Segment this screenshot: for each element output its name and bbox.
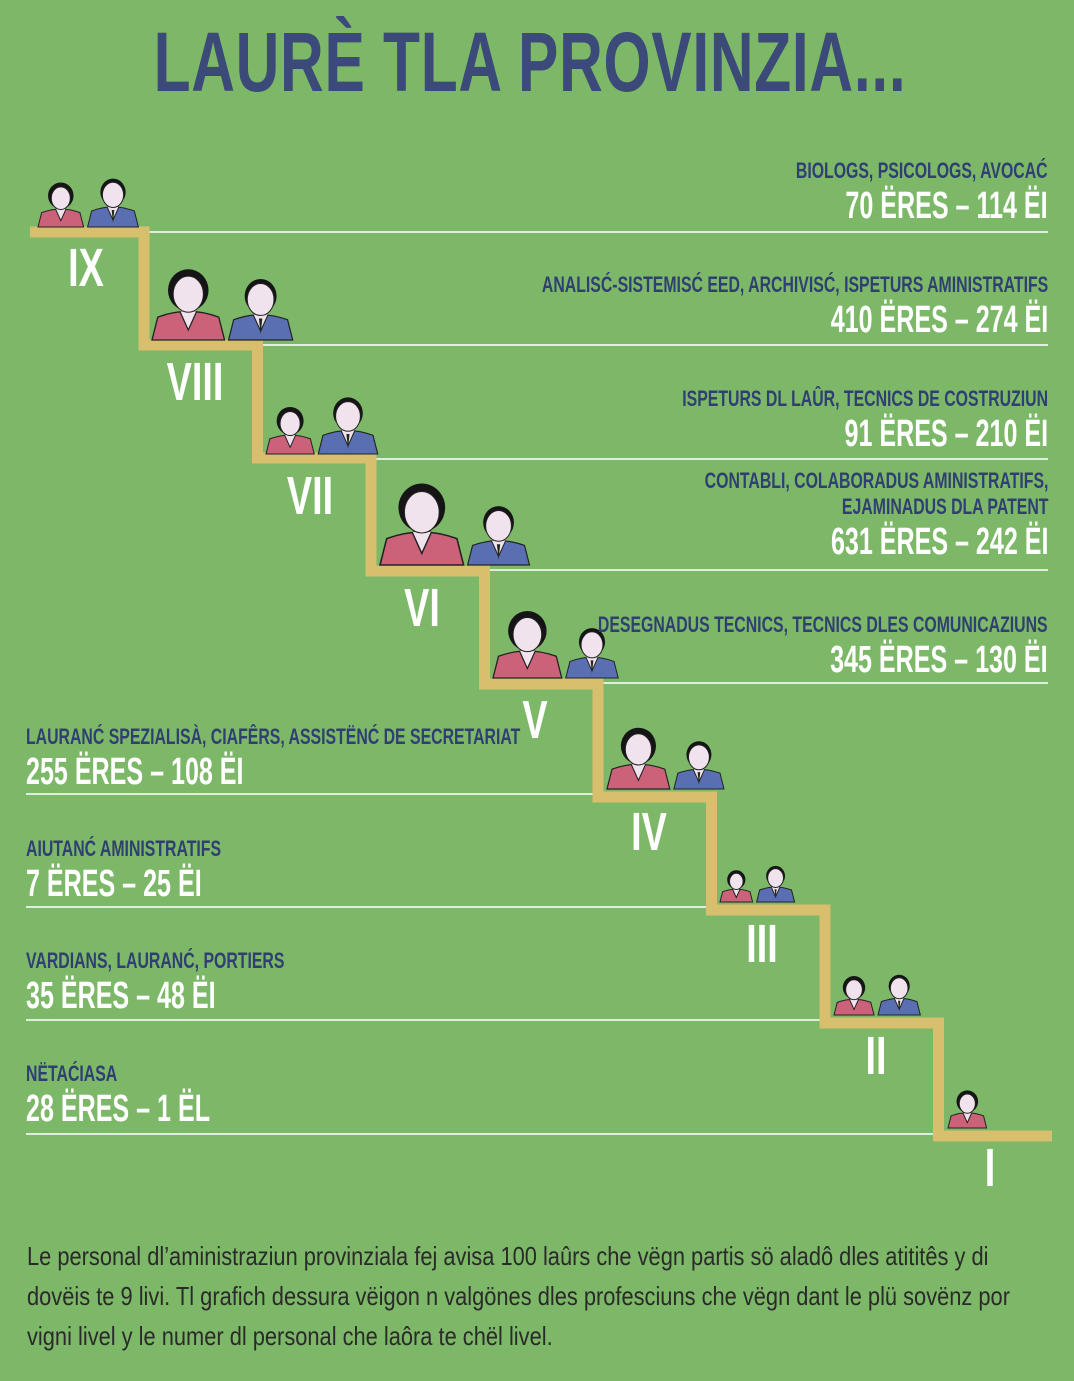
level-9-numeral: IX — [68, 238, 104, 298]
man-figure-icon — [227, 278, 294, 341]
level-5-professions: DESEGNADUS TECNICS, TECNICS DLES COMUNIC… — [598, 612, 1048, 637]
level-3-professions: AIUTANĆ AMINISTRATIFS — [26, 836, 222, 861]
level-2-professions: VARDIANS, LAURANĆ, PORTIERS — [26, 948, 285, 973]
page-title: LAURÈ TLA PROVINZIA... — [153, 15, 907, 109]
man-figure-icon — [466, 506, 531, 566]
level-3-label: AIUTANĆ AMINISTRATIFS 7 ËRES – 25 ËI — [26, 836, 297, 906]
man-figure-icon — [877, 974, 921, 1016]
man-figure-icon — [86, 178, 140, 228]
level-7-professions: ISPETURS DL LAÛR, TECNICS DE COSTRUZIUN — [682, 386, 1048, 411]
level-9-count: 70 ËRES – 114 ËI — [845, 185, 1048, 227]
level-8-people — [151, 269, 294, 341]
level-7-people — [265, 397, 379, 455]
man-figure-icon — [755, 865, 796, 903]
caption-text: Le personal dl’aministraziun provinziala… — [27, 1241, 1010, 1351]
level-2-count: 35 ËRES – 48 ËI — [26, 975, 216, 1017]
level-6-count: 631 ËRES – 242 ËI — [830, 521, 1048, 563]
level-2-people — [833, 974, 921, 1016]
level-1-professions: NËTAĆIASA — [26, 1061, 118, 1086]
level-1-label: NËTAĆIASA 28 ËRES – 1 ËL — [26, 1061, 305, 1131]
level-6-professions-line2: EJAMINADUS DLA PATENT — [841, 494, 1048, 519]
level-4-count: 255 ËRES – 108 ËI — [26, 751, 244, 793]
level-3-people — [719, 865, 796, 903]
woman-figure-icon — [265, 406, 315, 455]
level-6-numeral: VI — [404, 578, 440, 638]
level-7-label: ISPETURS DL LAÛR, TECNICS DE COSTRUZIUN … — [540, 386, 1048, 456]
level-8-count: 410 ËRES – 274 ËI — [830, 299, 1048, 341]
man-figure-icon — [673, 741, 725, 790]
level-separator-lines — [26, 231, 1048, 1135]
people-icons — [37, 178, 988, 1129]
level-9-people — [37, 178, 140, 228]
level-9-label: BIOLOGS, PSICOLOGS, AVOCAĆ 70 ËRES – 114… — [698, 158, 1048, 228]
woman-figure-icon — [151, 269, 226, 341]
woman-figure-icon — [492, 610, 563, 679]
woman-figure-icon — [719, 870, 754, 903]
level-4-professions: LAURANĆ SPEZIALISÀ, CIAFÊRS, ASSISTËNĆ D… — [26, 724, 521, 749]
level-2-label: VARDIANS, LAURANĆ, PORTIERS 35 ËRES – 48… — [26, 948, 385, 1018]
level-5-label: DESEGNADUS TECNICS, TECNICS DLES COMUNIC… — [423, 612, 1048, 682]
level-9-professions: BIOLOGS, PSICOLOGS, AVOCAĆ — [796, 158, 1048, 183]
level-1-numeral: I — [984, 1138, 996, 1198]
level-8-label: ANALISĆ-SISTEMISĆ EED, ARCHIVISĆ, ISPETU… — [345, 272, 1048, 342]
level-5-people — [492, 610, 619, 679]
level-2-numeral: II — [865, 1026, 887, 1086]
level-3-numeral: III — [746, 914, 778, 974]
level-7-numeral: VII — [286, 466, 334, 526]
woman-figure-icon — [606, 727, 671, 790]
level-5-numeral: V — [522, 690, 548, 750]
level-4-label: LAURANĆ SPEZIALISÀ, CIAFÊRS, ASSISTËNĆ D… — [26, 724, 713, 794]
level-4-people — [606, 727, 725, 790]
staircase-path — [30, 226, 1052, 1142]
woman-figure-icon — [37, 182, 85, 228]
level-6-label: CONTABLI, COLABORADUS AMINISTRATIFS, EJA… — [571, 468, 1048, 564]
level-8-numeral: VIII — [166, 352, 224, 412]
level-6-professions: CONTABLI, COLABORADUS AMINISTRATIFS, — [704, 468, 1048, 493]
man-figure-icon — [565, 628, 619, 679]
level-1-people — [947, 1090, 988, 1129]
woman-figure-icon — [378, 483, 465, 566]
level-7-count: 91 ËRES – 210 ËI — [844, 413, 1048, 455]
level-5-count: 345 ËRES – 130 ËI — [830, 639, 1048, 681]
man-figure-icon — [317, 397, 379, 455]
level-4-numeral: IV — [631, 802, 667, 862]
woman-figure-icon — [833, 975, 875, 1016]
woman-figure-icon — [947, 1090, 988, 1129]
level-3-count: 7 ËRES – 25 ËI — [26, 863, 202, 905]
level-6-people — [378, 483, 531, 566]
level-1-count: 28 ËRES – 1 ËL — [26, 1088, 211, 1130]
level-8-professions: ANALISĆ-SISTEMISĆ EED, ARCHIVISĆ, ISPETU… — [541, 272, 1048, 297]
